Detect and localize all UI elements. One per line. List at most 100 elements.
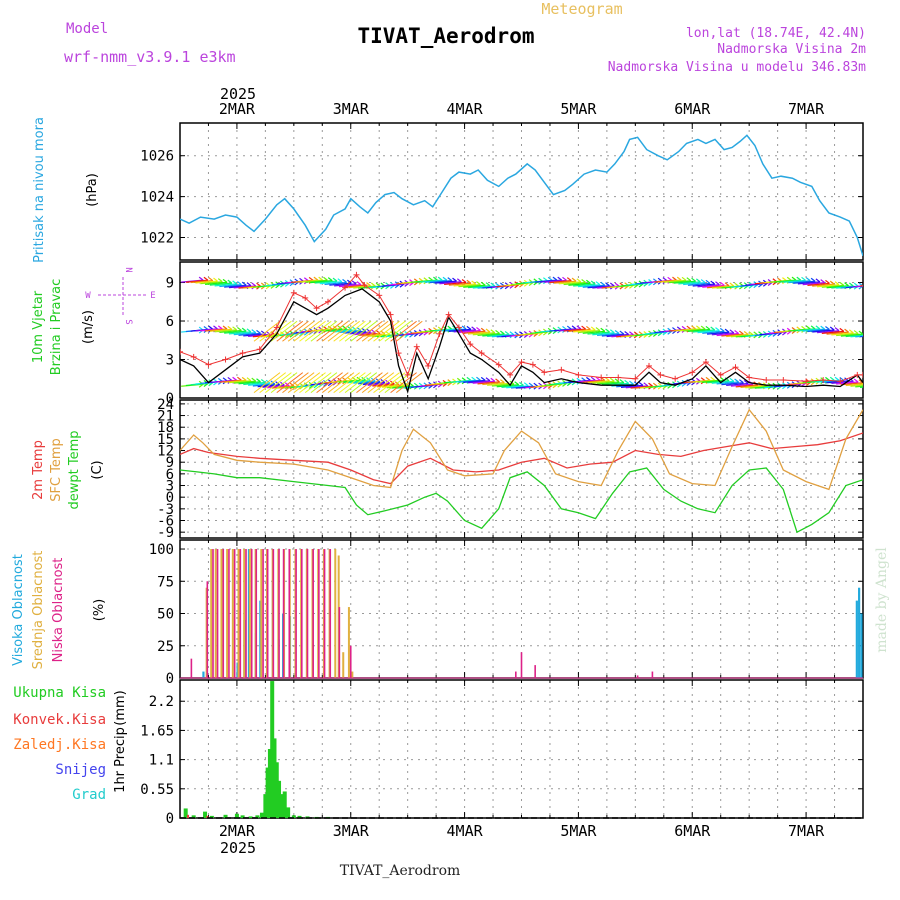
wind-arrow xyxy=(496,384,519,388)
wind-arrow-head xyxy=(356,281,362,286)
wind-arrow-head xyxy=(609,329,615,334)
wind-arrow xyxy=(850,384,863,387)
top-day-label: 2MAR xyxy=(219,100,256,118)
wind-arrow-head xyxy=(581,377,586,382)
y-tick-label: 6 xyxy=(166,314,174,330)
wind-arrow-head xyxy=(772,332,778,337)
wind-arrow-head xyxy=(705,279,711,284)
y-tick-label: 1022 xyxy=(140,231,174,247)
wind-arrow xyxy=(228,285,252,289)
wind-arrow-head xyxy=(609,377,615,382)
legend-conv-rain: Konvek.Kisa xyxy=(13,712,106,728)
precip-bar xyxy=(209,815,214,818)
wind-arrow-head xyxy=(356,376,362,381)
wind-arrow xyxy=(487,382,510,386)
wind-arrow xyxy=(305,279,328,283)
wind-arrow xyxy=(467,380,491,384)
precip-bar xyxy=(270,681,275,818)
wind-arrow-head xyxy=(222,325,228,330)
wind-arrow xyxy=(324,281,347,286)
wind-arrow-head xyxy=(576,278,582,283)
wind-arrow-head xyxy=(796,276,802,281)
wind-arrow-head xyxy=(523,382,529,387)
wind-arrow xyxy=(343,330,366,334)
pressure-line xyxy=(180,134,863,257)
wind-fan xyxy=(310,372,338,394)
y-tick-label: 1.1 xyxy=(149,753,174,769)
wind-arrow-head xyxy=(652,382,658,387)
wind-arrow-head xyxy=(801,325,806,330)
top-year-label: 2025 xyxy=(220,85,256,103)
wind-arrow-head xyxy=(509,331,515,336)
wind-arrow-head xyxy=(504,330,510,335)
wind-fan xyxy=(350,372,378,394)
wind-arrow xyxy=(702,284,725,288)
wind-arrow xyxy=(577,379,601,383)
wind-arrow-head xyxy=(490,377,496,382)
wind-arrow-head xyxy=(853,330,859,335)
wind-arrow-head xyxy=(724,377,730,382)
y-tick-label: 100 xyxy=(149,542,174,558)
cloud-bar xyxy=(636,675,639,678)
wind-arrow xyxy=(711,332,734,336)
wind-arrow xyxy=(673,280,696,284)
precip-bar xyxy=(206,815,209,818)
wind-arrow xyxy=(214,283,237,287)
wind-arrow xyxy=(706,380,730,384)
wind-arrow xyxy=(826,285,849,289)
wind-arrow-head xyxy=(590,326,596,331)
wind-arrow xyxy=(816,284,840,288)
panel-frame xyxy=(179,122,864,261)
wind-arrow xyxy=(204,281,228,285)
wind-arrow-head xyxy=(672,276,677,281)
wind-arrow-head xyxy=(667,330,673,335)
wind-arrow-head xyxy=(490,282,496,287)
wind-arrow-head xyxy=(480,281,486,286)
wind-arrow-head xyxy=(724,282,730,287)
wind-arrow-head xyxy=(519,283,524,288)
wind-arrow-head xyxy=(294,382,300,387)
wind-fan xyxy=(333,372,360,394)
wind-arrow-head xyxy=(853,282,859,287)
bottom-year-label: 2025 xyxy=(220,839,256,857)
wind-arrow-head xyxy=(729,377,735,382)
wind-arrow-head xyxy=(480,376,486,381)
wind-fan xyxy=(253,320,281,342)
wind-arrow-head xyxy=(829,326,835,331)
cloud-bar xyxy=(334,549,337,678)
wind-arrow xyxy=(334,329,357,333)
wind-arrow-head xyxy=(217,325,223,330)
y-tick-label: 21 xyxy=(157,409,174,425)
wind-arrow-head xyxy=(834,376,840,381)
wind-arrow xyxy=(439,281,462,285)
y-tick-label: 0 xyxy=(166,811,174,827)
y-tick-label: 3 xyxy=(166,479,174,495)
cloud-bar xyxy=(301,549,303,678)
wind-fan xyxy=(373,372,400,394)
wind-arrow-head xyxy=(605,328,610,333)
wind-arrow xyxy=(659,279,682,283)
wind-gust-line xyxy=(180,274,863,382)
wind-arrow-head xyxy=(619,379,625,384)
chart-title: TIVAT_Aerodrom xyxy=(357,24,534,48)
wind-arrow-head xyxy=(700,377,706,382)
wind-arrow-head xyxy=(323,276,328,281)
wind-arrow-head xyxy=(346,279,352,284)
cloud-bar xyxy=(216,549,219,678)
cloud-bar xyxy=(312,549,314,678)
wind-arrow xyxy=(338,284,361,288)
precip-bar xyxy=(279,794,284,818)
precip-ylabel: 1hr Precip xyxy=(113,727,128,793)
wind-fan xyxy=(327,372,355,394)
cloud-bar xyxy=(329,549,332,678)
wind-arrow xyxy=(582,379,605,383)
wind-arrow-head xyxy=(552,276,558,281)
wind-arrow xyxy=(692,283,715,287)
top-time-axis: 2025 2MAR 3MAR 4MAR 5MAR 6MAR 7MAR xyxy=(219,85,825,118)
wind-fan xyxy=(361,320,389,342)
cloud-bar xyxy=(855,600,858,678)
cloud-mid-label: Srednja Oblacnost xyxy=(31,551,46,670)
wind-arrow-head xyxy=(586,279,591,284)
wind-arrow-head xyxy=(715,281,720,286)
wind-arrow-head xyxy=(700,325,706,330)
